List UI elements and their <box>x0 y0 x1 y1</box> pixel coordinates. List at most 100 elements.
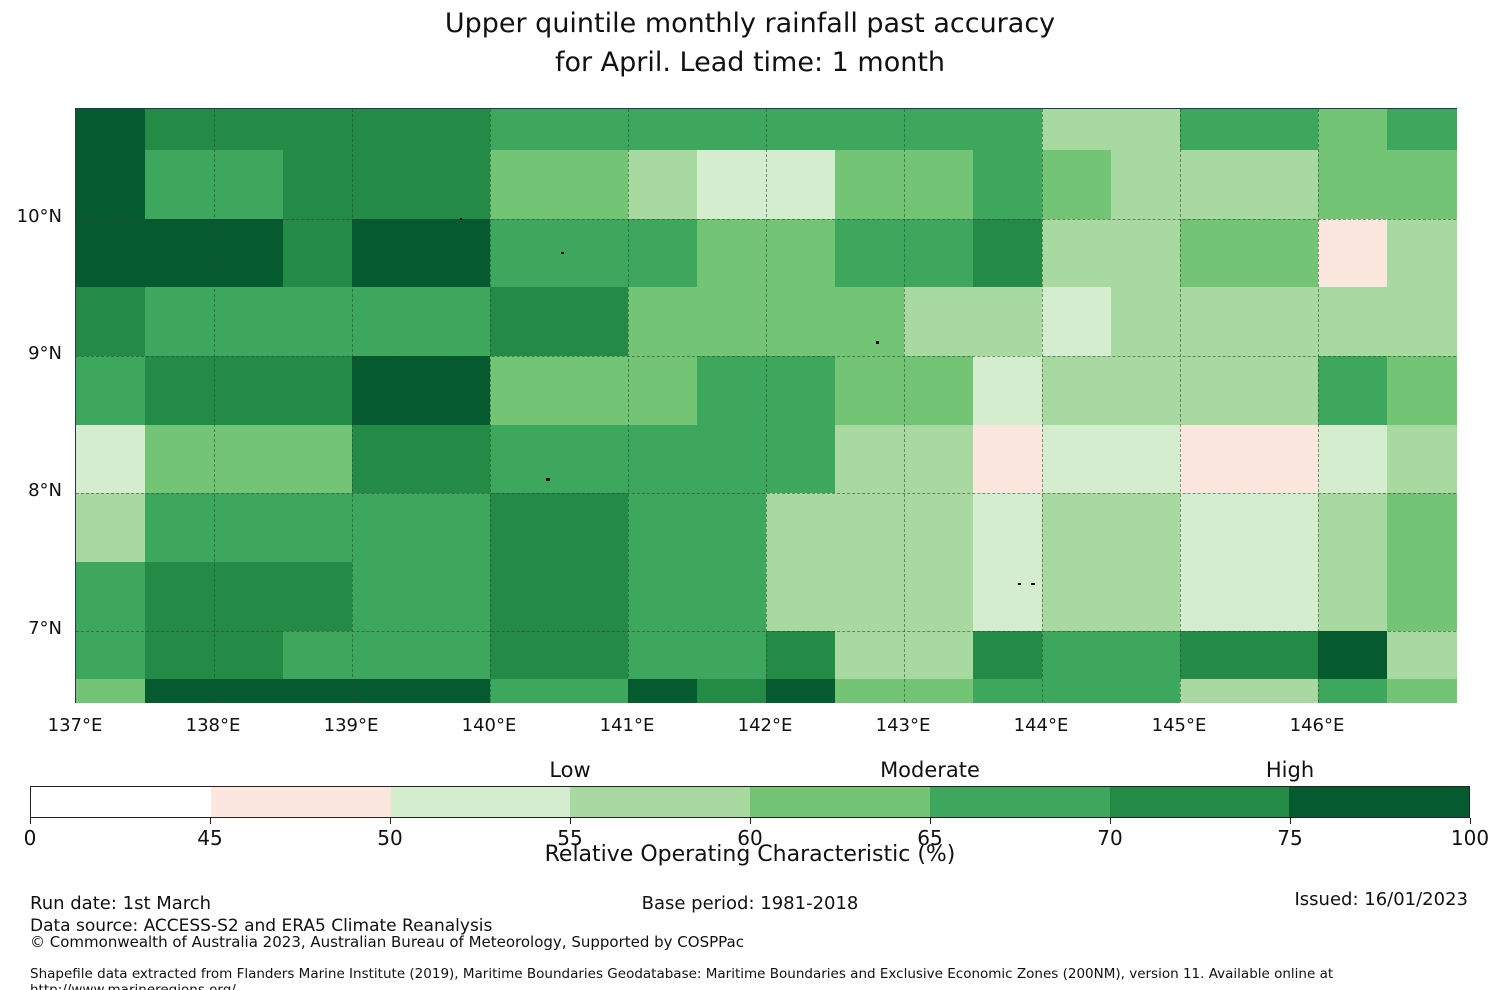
colorbar-gradient <box>30 786 1470 818</box>
heatmap-cell <box>1387 425 1457 494</box>
lat-tick-label: 10°N <box>16 205 62 227</box>
heatmap-cell <box>1042 493 1112 563</box>
heatmap-cell <box>1042 287 1112 357</box>
heatmap-cell <box>145 150 215 220</box>
colorbar-segment <box>570 787 750 817</box>
lon-tick-label: 143°E <box>875 715 931 736</box>
heatmap-cell <box>214 679 284 703</box>
heatmap-cell <box>76 109 146 151</box>
heatmap-cell <box>1249 562 1319 632</box>
lon-tick-label: 139°E <box>323 715 379 736</box>
heatmap-cell <box>283 425 353 494</box>
lon-gridline <box>490 109 491 702</box>
heatmap-cell <box>1180 219 1250 288</box>
heatmap-cell <box>904 425 974 494</box>
heatmap-cell <box>973 356 1043 426</box>
heatmap-plot-area <box>75 108 1457 703</box>
heatmap-cell <box>1111 631 1181 680</box>
heatmap-cell <box>490 219 560 288</box>
colorbar-tick-mark <box>30 818 31 824</box>
heatmap-cell <box>490 356 560 426</box>
heatmap-cell <box>283 150 353 220</box>
heatmap-cell <box>904 493 974 563</box>
heatmap-cell <box>421 219 491 288</box>
heatmap-cell <box>352 562 422 632</box>
heatmap-cell <box>1180 150 1250 220</box>
heatmap-cell <box>1111 679 1181 703</box>
heatmap-cell <box>352 679 422 703</box>
heatmap-cell <box>490 562 560 632</box>
heatmap-cell <box>1111 219 1181 288</box>
heatmap-cell <box>490 631 560 680</box>
heatmap-cell <box>1318 493 1388 563</box>
heatmap-cell <box>1318 631 1388 680</box>
heatmap-cell <box>1387 109 1457 151</box>
heatmap-cell <box>697 425 767 494</box>
heatmap-cell <box>76 679 146 703</box>
lat-tick-label: 9°N <box>28 343 62 365</box>
lon-gridline <box>214 109 215 702</box>
colorbar-segment <box>1109 787 1290 817</box>
colorbar-tick-mark <box>390 818 391 824</box>
heatmap-cell <box>835 493 905 563</box>
colorbar-tick-label: 0 <box>23 826 37 850</box>
heatmap-cell <box>1318 150 1388 220</box>
heatmap-cell <box>352 493 422 563</box>
heatmap-cell <box>559 287 629 357</box>
heatmap-cell <box>835 679 905 703</box>
lon-gridline <box>1042 109 1043 702</box>
heatmap-cell <box>214 493 284 563</box>
heatmap-cell <box>973 109 1043 151</box>
heatmap-cell <box>1180 425 1250 494</box>
heatmap-cell <box>490 679 560 703</box>
heatmap-cell <box>352 287 422 357</box>
heatmap-cell <box>1318 562 1388 632</box>
heatmap-cell <box>1249 150 1319 220</box>
small-island-dot <box>460 218 462 220</box>
heatmap-cell <box>766 150 836 220</box>
heatmap-cell <box>1111 150 1181 220</box>
heatmap-cell <box>766 219 836 288</box>
heatmap-cell <box>421 150 491 220</box>
heatmap-cell <box>1249 219 1319 288</box>
heatmap-cell <box>1111 493 1181 563</box>
heatmap-cell <box>973 562 1043 632</box>
heatmap-cell <box>973 219 1043 288</box>
heatmap-cell <box>835 562 905 632</box>
heatmap-cell <box>490 150 560 220</box>
heatmap-cell <box>559 150 629 220</box>
heatmap-cell <box>628 562 698 632</box>
small-island-dot <box>546 478 550 481</box>
heatmap-cell <box>1042 679 1112 703</box>
heatmap-cell <box>421 679 491 703</box>
chart-title-line2: for April. Lead time: 1 month <box>554 47 946 78</box>
heatmap-cell <box>352 150 422 220</box>
heatmap-cell <box>283 562 353 632</box>
lon-gridline <box>1180 109 1181 702</box>
heatmap-cell <box>421 631 491 680</box>
heatmap-cell <box>1180 631 1250 680</box>
heatmap-cell <box>1042 219 1112 288</box>
heatmap-cell <box>766 287 836 357</box>
heatmap-cell <box>766 631 836 680</box>
heatmap-cell <box>973 425 1043 494</box>
heatmap-cell <box>1249 287 1319 357</box>
heatmap-cell <box>214 631 284 680</box>
lat-tick-label: 7°N <box>28 617 62 639</box>
heatmap-cell <box>559 493 629 563</box>
lon-gridline <box>904 109 905 702</box>
heatmap-cell <box>1111 287 1181 357</box>
heatmap-cell <box>697 562 767 632</box>
heatmap-cell <box>421 287 491 357</box>
heatmap-cell <box>1387 356 1457 426</box>
heatmap-cell <box>904 631 974 680</box>
heatmap-cell <box>835 150 905 220</box>
heatmap-cell <box>904 287 974 357</box>
heatmap-cell <box>559 631 629 680</box>
heatmap-cell <box>904 219 974 288</box>
heatmap-cell <box>214 287 284 357</box>
colorbar-segment <box>750 787 930 817</box>
heatmap-cell <box>145 679 215 703</box>
heatmap-cell <box>283 679 353 703</box>
